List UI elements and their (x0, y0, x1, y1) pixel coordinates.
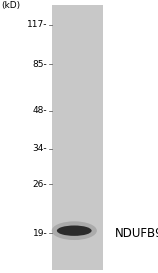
Text: 19-: 19- (33, 229, 47, 238)
Text: NDUFB9: NDUFB9 (115, 227, 158, 240)
Text: (kD): (kD) (2, 1, 21, 10)
Bar (52, 5, 103, 270)
Text: 48-: 48- (33, 106, 47, 115)
Ellipse shape (52, 221, 97, 240)
Text: 34-: 34- (33, 144, 47, 153)
Text: 85-: 85- (33, 60, 47, 69)
Ellipse shape (57, 225, 92, 236)
Text: 117-: 117- (27, 20, 47, 29)
Text: 26-: 26- (33, 180, 47, 189)
